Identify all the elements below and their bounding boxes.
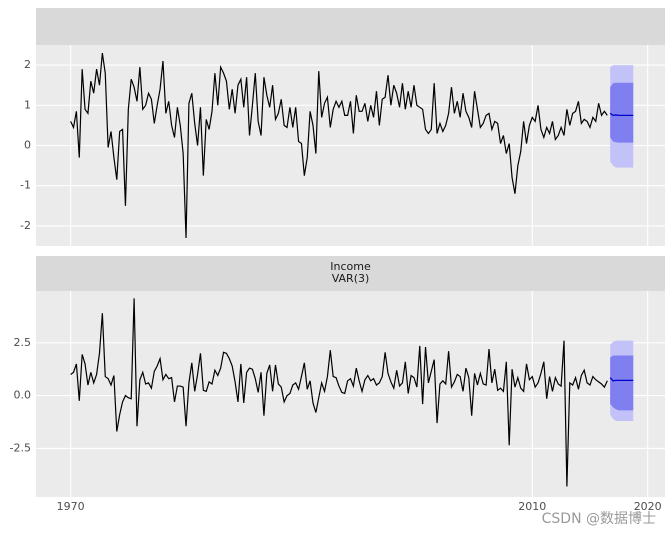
facet-label: Income <box>330 260 371 273</box>
model-label: VAR(3) <box>332 272 370 285</box>
y-tick-label: -1 <box>20 179 31 192</box>
y-tick-label: 2.5 <box>14 336 32 349</box>
y-tick-label: -2 <box>20 219 31 232</box>
y-tick-label: -2.5 <box>10 441 31 454</box>
y-tick-label: 1 <box>24 98 31 111</box>
series-line <box>70 298 608 487</box>
watermark: CSDN @数据博士 <box>542 510 656 527</box>
panel <box>36 291 665 497</box>
x-tick-label: 2010 <box>518 500 546 513</box>
forecast-line <box>609 377 634 382</box>
y-tick-label: 2 <box>24 58 31 71</box>
x-tick-label: 1970 <box>57 500 85 513</box>
series-line <box>70 52 608 238</box>
y-tick-label: 0 <box>24 139 31 152</box>
strip <box>36 256 665 291</box>
strip <box>36 8 665 45</box>
interval-80 <box>610 82 634 143</box>
interval-80 <box>610 355 634 411</box>
y-tick-label: 0.0 <box>14 389 32 402</box>
forecast-line <box>609 112 634 117</box>
x-tick-label: 2020 <box>634 500 662 513</box>
